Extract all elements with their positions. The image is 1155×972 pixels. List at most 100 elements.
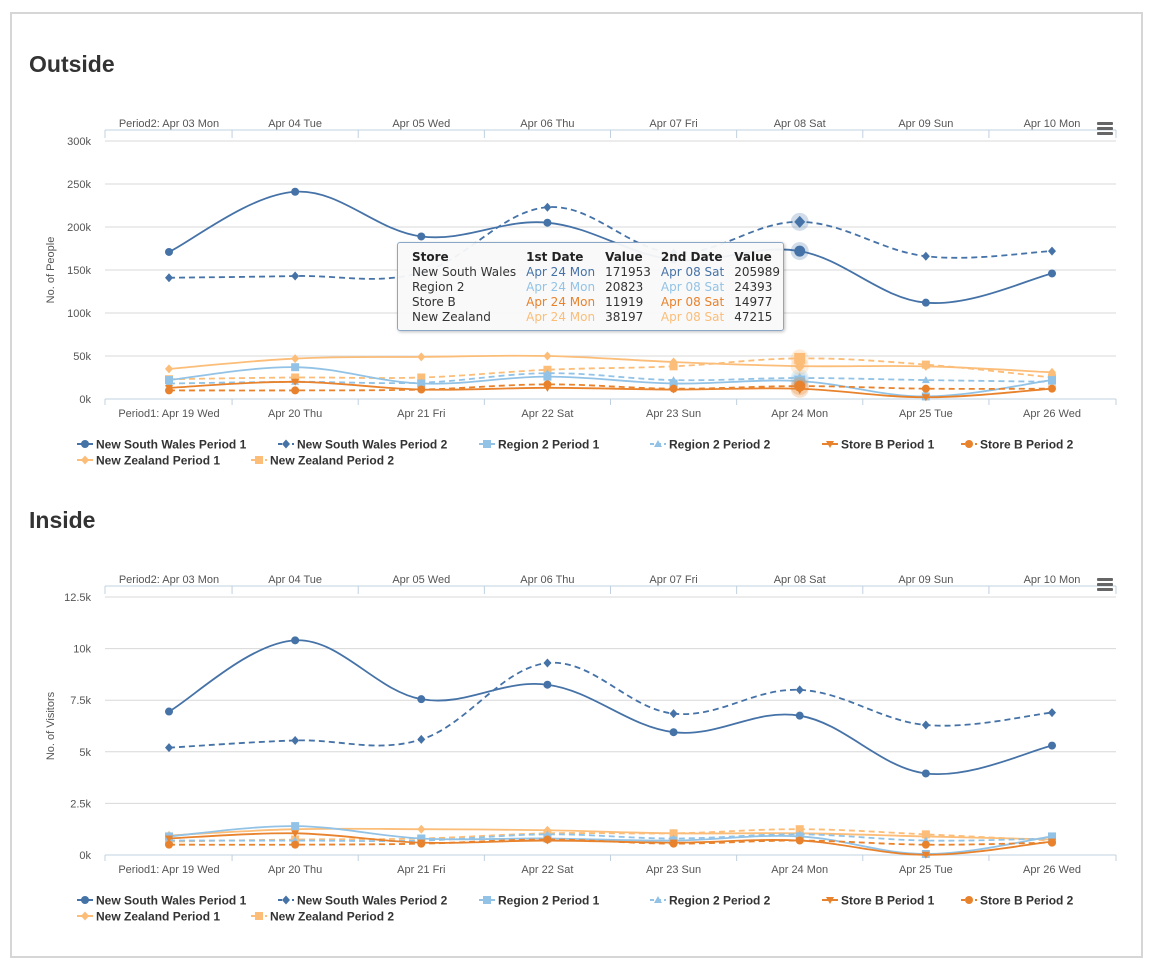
data-point <box>543 680 552 689</box>
legend-item[interactable]: New South Wales Period 2 <box>278 438 448 452</box>
legend-item[interactable]: Store B Period 2 <box>961 894 1074 908</box>
x-bottom-label: Period1: Apr 19 Wed <box>118 408 219 420</box>
tooltip-cell-date1: Apr 24 Mon <box>526 264 596 279</box>
legend-marker <box>483 440 491 448</box>
tooltip-row: New South Wales Apr 24 Mon 171953 Apr 08 Sa… <box>412 264 790 279</box>
legend-item[interactable]: New Zealand Period 1 <box>77 910 220 924</box>
series-line <box>168 838 1053 846</box>
legend-item[interactable]: Store B Period 1 <box>822 894 935 908</box>
y-tick-label: 0k <box>79 394 91 406</box>
legend-label: Region 2 Period 1 <box>498 438 600 452</box>
data-point <box>291 187 300 196</box>
y-tick-label: 0k <box>79 850 91 862</box>
x-bottom-label: Apr 26 Wed <box>1023 864 1081 876</box>
tooltip-cell-store: New South Wales <box>412 264 517 279</box>
x-axis-bottom: Period1: Apr 19 Wed Apr 20 Thu Apr 21 Fri A… <box>104 398 1117 420</box>
data-point <box>417 352 426 362</box>
legend-item[interactable]: New Zealand Period 2 <box>251 910 394 924</box>
x-top-label: Apr 06 Thu <box>520 574 574 586</box>
data-point <box>669 728 678 737</box>
legend-marker <box>654 896 662 903</box>
x-bottom-label: Apr 24 Mon <box>771 408 828 420</box>
legend-item[interactable]: New South Wales Period 1 <box>77 894 247 908</box>
data-point <box>417 695 426 704</box>
legend-label: New Zealand Period 1 <box>96 454 220 468</box>
legend-item[interactable]: Store B Period 2 <box>961 438 1074 452</box>
series-store-b-period-2 <box>165 835 1056 849</box>
hover-point <box>794 352 806 364</box>
hover-point <box>794 215 806 228</box>
hover-point <box>794 372 806 383</box>
x-bottom-label: Apr 25 Tue <box>899 864 953 876</box>
series-new-south-wales-period-2 <box>165 658 1056 753</box>
inside-chart: 0k 2.5k 5k 7.5k 10k 12.5k No. of Visitors Perio… <box>45 574 1117 924</box>
legend-marker <box>255 912 263 920</box>
data-point <box>165 379 173 387</box>
x-top-label: Apr 08 Sat <box>774 574 826 586</box>
legend-item[interactable]: Region 2 Period 2 <box>650 438 771 452</box>
series-line <box>168 828 1053 843</box>
menu-icon[interactable] <box>1093 119 1117 139</box>
data-point <box>417 734 426 744</box>
tooltip-cell-value2: 14977 <box>734 294 773 309</box>
legend-item[interactable]: New South Wales Period 1 <box>77 438 247 452</box>
data-point <box>291 373 300 382</box>
data-point <box>669 362 678 371</box>
data-point <box>165 835 173 843</box>
legend-item[interactable]: Region 2 Period 1 <box>479 438 600 452</box>
series-line <box>168 190 1053 304</box>
x-bottom-label: Apr 22 Sat <box>521 408 573 420</box>
x-bottom-label: Apr 26 Wed <box>1023 408 1081 420</box>
data-point <box>669 709 678 719</box>
x-top-label: Apr 10 Mon <box>1024 574 1081 586</box>
data-point <box>795 711 804 720</box>
data-point <box>795 836 804 845</box>
data-point <box>669 376 678 384</box>
series-line <box>168 354 1053 374</box>
tooltip-header-date2: 2nd Date <box>660 249 723 264</box>
legend: New South Wales Period 1 New South Wales … <box>77 894 1074 924</box>
data-point <box>165 840 173 849</box>
data-point <box>921 298 930 307</box>
legend-item[interactable]: Store B Period 1 <box>822 438 935 452</box>
legend-marker <box>965 896 973 904</box>
tooltip-table: Store 1st Date Value 2nd Date Value New … <box>412 249 790 324</box>
tooltip-cell-value2: 47215 <box>734 309 773 324</box>
legend: New South Wales Period 1 New South Wales … <box>77 438 1074 468</box>
series-line <box>168 366 1053 398</box>
data-point <box>291 735 300 745</box>
legend-marker <box>81 896 89 904</box>
data-point <box>1048 741 1056 750</box>
menu-icon[interactable] <box>1093 575 1117 595</box>
data-point <box>417 839 426 848</box>
x-top-label: Apr 10 Mon <box>1024 118 1081 130</box>
legend-label: New South Wales Period 2 <box>297 894 448 908</box>
legend-item[interactable]: Region 2 Period 2 <box>650 894 771 908</box>
data-point <box>795 825 804 834</box>
y-tick-label: 250k <box>67 179 91 191</box>
y-tick-label: 10k <box>73 644 91 656</box>
data-point <box>543 658 552 668</box>
legend-marker <box>81 911 89 921</box>
data-point <box>417 385 426 394</box>
data-point <box>669 384 678 393</box>
data-point <box>543 380 552 389</box>
legend-label: Store B Period 1 <box>841 438 935 452</box>
legend-item[interactable]: Region 2 Period 1 <box>479 894 600 908</box>
x-top-label: Apr 07 Fri <box>649 574 697 586</box>
data-point <box>669 379 678 388</box>
y-tick-label: 12.5k <box>64 592 91 604</box>
legend-item[interactable]: New South Wales Period 2 <box>278 894 448 908</box>
tooltip-cell-value1: 171953 <box>605 264 651 279</box>
x-bottom-label: Apr 25 Tue <box>899 408 953 420</box>
data-point <box>165 273 173 283</box>
menu-bar <box>1097 588 1113 591</box>
legend-item[interactable]: New Zealand Period 2 <box>251 454 394 468</box>
tooltip-cell-value1: 38197 <box>605 309 644 324</box>
legend-item[interactable]: New Zealand Period 1 <box>77 454 220 468</box>
data-point <box>165 247 173 256</box>
y-axis-title: No. of Visitors <box>45 691 57 760</box>
legend-label: Store B Period 1 <box>841 894 935 908</box>
x-top-label: Apr 05 Wed <box>392 574 450 586</box>
data-point <box>291 830 300 838</box>
